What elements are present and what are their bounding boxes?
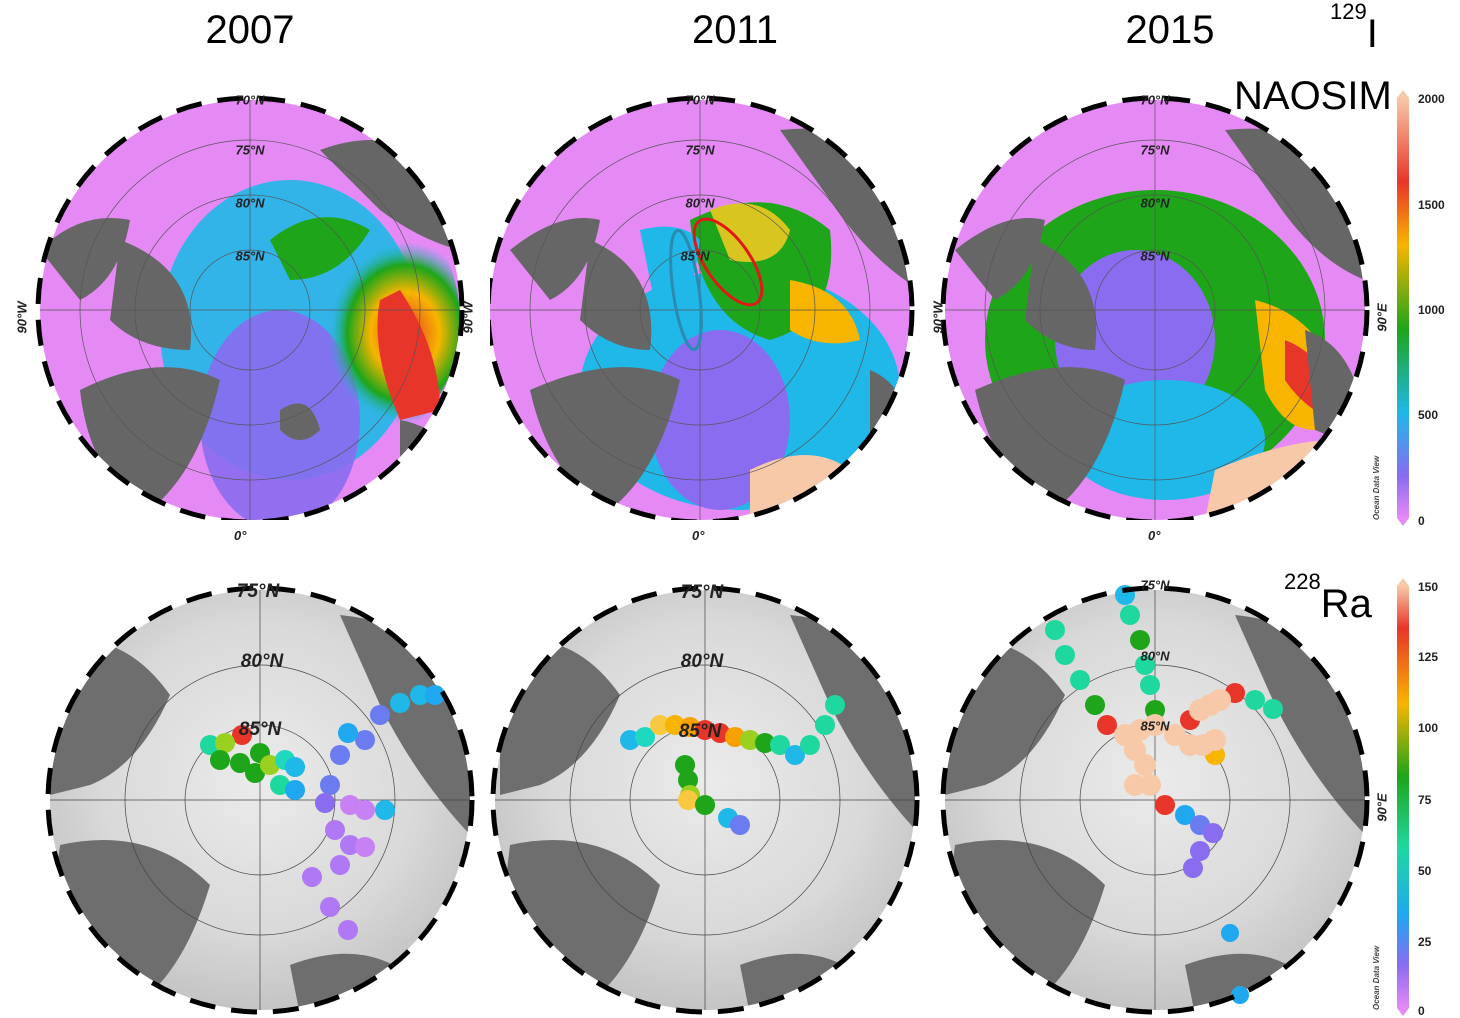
naosim-label: NAOSIM bbox=[1234, 74, 1392, 118]
lat-label-80-r2007: 80°N bbox=[240, 651, 284, 672]
samples-2015 bbox=[1045, 585, 1283, 1004]
lat-label-85-r2015: 85°N bbox=[1140, 718, 1170, 734]
cbar-radium-tick-0: 0 bbox=[1418, 1004, 1425, 1018]
lat-label-80-2015: 80°N bbox=[1140, 195, 1170, 211]
cbar-radium-tick-50: 50 bbox=[1418, 864, 1432, 878]
radium-symbol: Ra bbox=[1320, 582, 1372, 626]
iodine-label: 129I bbox=[1330, 0, 1378, 57]
lat-label-75-2015: 75°N bbox=[1140, 142, 1170, 158]
lat-label-75-2011: 75°N bbox=[685, 142, 715, 158]
iodine-mass: 129 bbox=[1330, 0, 1367, 24]
lat-label-85-2015: 85°N bbox=[1140, 248, 1170, 264]
lat-label-75-2007: 75°N bbox=[235, 142, 265, 158]
cbar-radium-tick-25: 25 bbox=[1418, 935, 1432, 949]
lon-label-0-2015: 0° bbox=[1148, 528, 1161, 543]
lat-label-75-r2015: 75°N bbox=[1140, 577, 1170, 593]
map-radium-2015 bbox=[940, 585, 1370, 1015]
lon-label-90w-2007b: 90°W bbox=[460, 301, 476, 334]
odv-watermark-top: Ocean Data View bbox=[1372, 455, 1381, 520]
cbar-radium-tick-150: 150 bbox=[1418, 580, 1439, 594]
annotation-blue-ellipse bbox=[669, 229, 703, 351]
samples-2007 bbox=[200, 685, 445, 940]
map-radium-2011 bbox=[490, 585, 920, 1015]
map-radium-2007 bbox=[45, 585, 475, 1015]
iodine-symbol: I bbox=[1366, 12, 1378, 56]
lat-label-85-2011: 85°N bbox=[680, 248, 710, 264]
cbar-iodine-tick-1000: 1000 bbox=[1418, 303, 1445, 317]
lat-label-70-2015: 70°N bbox=[1140, 92, 1170, 108]
samples-2011 bbox=[620, 695, 845, 835]
lat-label-85-r2011: 85°N bbox=[678, 721, 722, 742]
cbar-radium-tick-125: 125 bbox=[1418, 650, 1439, 664]
colorbar-radium bbox=[1397, 578, 1409, 1016]
cbar-radium-tick-100: 100 bbox=[1418, 721, 1439, 735]
lat-label-80-2007: 80°N bbox=[235, 195, 265, 211]
lat-label-80-2011: 80°N bbox=[685, 195, 715, 211]
radium-mass: 228 bbox=[1284, 568, 1321, 594]
cbar-iodine-tick-500: 500 bbox=[1418, 408, 1439, 422]
lon-label-90e-2015: 90°E bbox=[1374, 303, 1390, 332]
lat-label-85-r2007: 85°N bbox=[238, 719, 282, 740]
lon-label-90w-2015: 90°W bbox=[930, 301, 946, 334]
year-title-2015: 2015 bbox=[1125, 8, 1215, 52]
lon-label-90w-2007: 90°W bbox=[14, 301, 30, 334]
radium-label: 228Ra bbox=[1284, 569, 1372, 627]
lat-label-70-2007: 70°N bbox=[235, 92, 265, 108]
cbar-iodine-tick-2000: 2000 bbox=[1418, 92, 1445, 106]
map-iodine-2011 bbox=[490, 95, 915, 520]
cbar-iodine-tick-1500: 1500 bbox=[1418, 198, 1445, 212]
lon-label-0-2011: 0° bbox=[692, 528, 705, 543]
colorbar-iodine bbox=[1397, 90, 1409, 526]
map-iodine-2007 bbox=[35, 95, 465, 520]
cbar-radium-tick-75: 75 bbox=[1418, 793, 1432, 807]
lat-label-85-2007: 85°N bbox=[235, 248, 265, 264]
map-iodine-2015 bbox=[940, 95, 1370, 520]
lon-label-90e-r2015: 90°E bbox=[1374, 793, 1390, 822]
lat-label-80-r2015: 80°N bbox=[1140, 648, 1170, 664]
lon-label-0-2007: 0° bbox=[234, 528, 247, 543]
odv-watermark-bottom: Ocean Data View bbox=[1372, 945, 1381, 1010]
annotation-red-ellipse bbox=[692, 217, 764, 307]
year-title-2007: 2007 bbox=[205, 8, 295, 52]
lat-label-75-r2007: 75°N bbox=[236, 581, 280, 602]
year-title-2011: 2011 bbox=[691, 8, 779, 52]
cbar-iodine-tick-0: 0 bbox=[1418, 514, 1425, 528]
lat-label-80-r2011: 80°N bbox=[680, 651, 724, 672]
lat-label-70-2011: 70°N bbox=[685, 92, 715, 108]
lat-label-75-r2011: 75°N bbox=[680, 582, 724, 603]
